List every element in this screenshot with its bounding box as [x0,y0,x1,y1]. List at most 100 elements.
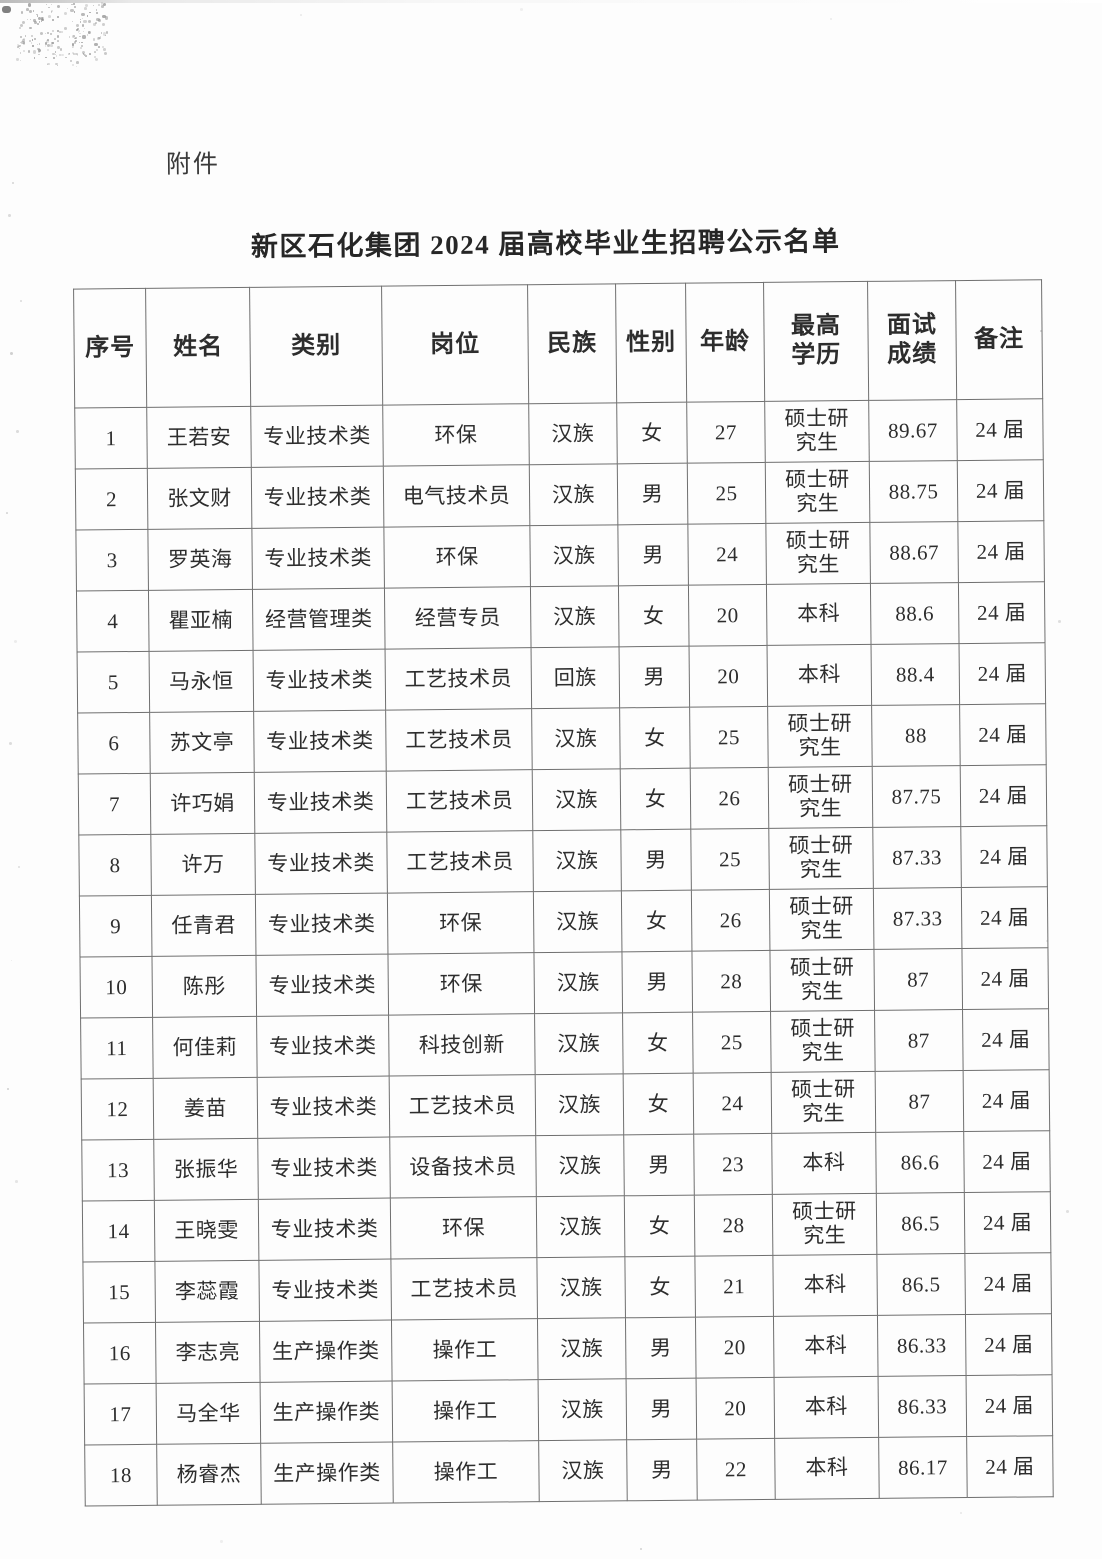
cell-age: 26 [691,889,770,952]
table-row: 3 罗英海 专业技术类 环保 汉族男 24 硕士研 究生 88.67 24 届 [75,520,1045,592]
cell-age: 26 [690,767,769,830]
cell-ethnicity: 汉族 [530,585,620,648]
cell-age: 23 [693,1133,773,1196]
cell-name: 许万 [150,833,256,896]
cell-note: 24 届 [964,1191,1051,1254]
cell-education-line: 本科 [805,1455,849,1480]
cell-category: 专业技术类 [257,1137,391,1200]
cell-gender: 女 [622,1012,694,1074]
cell-education: 硕士研 究生 [771,1071,876,1134]
table-row: 10 陈彤 专业技术类 环保 汉族男 28 硕士研 究生 87 24 届 [79,947,1049,1019]
cell-category: 专业技术类 [258,1259,392,1322]
cell-education: 本科 [766,583,872,646]
cell-education: 硕士研 究生 [765,522,871,585]
cell-score: 88.6 [870,582,960,645]
cell-name: 姜苗 [153,1077,258,1140]
cell-category: 专业技术类 [253,710,387,773]
cell-position: 工艺技术员 [389,1074,536,1138]
cell-name: 王若安 [146,406,252,469]
column-header-gender: 性别 [615,283,687,403]
cell-note: 24 届 [960,825,1048,888]
cell-note: 24 届 [963,1130,1051,1193]
cell-education-line: 本科 [802,1150,846,1175]
cell-education-line: 硕士研 [790,1016,856,1041]
cell-category: 专业技术类 [254,771,387,834]
cell-education-line: 究生 [796,491,840,516]
cell-gender: 女 [624,1195,695,1257]
cell-score: 86.5 [876,1192,965,1255]
cell-score: 88.67 [869,521,959,584]
cell-note: 24 届 [962,1008,1050,1071]
cell-score: 86.6 [875,1131,965,1194]
column-header-education: 最高 学历 [763,281,869,402]
cell-ethnicity: 汉族 [531,707,621,770]
cell-category: 专业技术类 [254,832,388,895]
column-header-line: 成绩 [887,341,938,368]
cell-education-line: 究生 [800,918,844,943]
cell-education-line: 本科 [797,601,841,626]
cell-education-line: 本科 [804,1394,848,1419]
cell-category: 专业技术类 [256,1015,390,1078]
table-row: 16 李志亮 生产操作类 操作工 汉族男 20 本科 86.33 24 届 [83,1313,1053,1385]
cell-category: 专业技术类 [253,649,386,712]
cell-gender: 男 [621,951,693,1013]
cell-education-line: 究生 [800,979,844,1004]
cell-position: 工艺技术员 [390,1257,538,1321]
cell-note: 24 届 [963,1069,1050,1132]
roster-table: 序号 姓名 类别 岗位 民族 性别 年龄 最高 学历 面试 成绩 备注 1 王若安 专业技术类 环保 汉族女 2… [73,279,1054,1507]
cell-name: 李志亮 [155,1321,261,1384]
cell-gender: 女 [620,768,691,830]
cell-index: 2 [75,468,148,531]
cell-category: 专业技术类 [251,527,385,590]
table-row: 6 苏文亭 专业技术类 工艺技术员 汉族女 25 硕士研 究生 88 24 届 [77,703,1047,775]
cell-education-line: 硕士研 [790,1077,856,1102]
cell-gender: 女 [623,1073,694,1135]
cell-note: 24 届 [959,703,1047,766]
column-header-line: 备注 [973,326,1025,353]
cell-age: 25 [687,462,766,525]
cell-ethnicity: 汉族 [532,768,621,831]
cell-position: 操作工 [392,1379,539,1443]
cell-score: 86.33 [878,1375,967,1438]
cell-index: 12 [81,1078,154,1141]
cell-ethnicity: 汉族 [535,1073,624,1136]
column-header-line: 年龄 [699,328,751,356]
cell-education-line: 硕士研 [785,467,850,492]
cell-ethnicity: 汉族 [538,1378,627,1441]
cell-category: 专业技术类 [250,405,384,468]
cell-index: 5 [77,651,150,714]
cell-education: 本科 [767,644,872,707]
column-header-position: 岗位 [381,284,529,406]
cell-education-line: 本科 [803,1272,847,1297]
cell-name: 马全华 [156,1382,261,1445]
cell-position: 工艺技术员 [385,647,532,711]
table-header-row: 序号 姓名 类别 岗位 民族 性别 年龄 最高 学历 面试 成绩 备注 [73,279,1043,409]
table-row: 8 许万 专业技术类 工艺技术员 汉族男 25 硕士研 究生 87.33 24 届 [78,825,1048,897]
cell-ethnicity: 汉族 [536,1195,625,1258]
column-header-line: 面试 [886,312,938,339]
cell-position: 工艺技术员 [386,830,534,894]
cell-education-line: 本科 [797,662,841,687]
cell-education-line: 硕士研 [789,955,855,980]
cell-note: 24 届 [960,764,1047,827]
cell-score: 87 [874,1009,964,1072]
cell-name: 杨睿杰 [156,1443,262,1506]
cell-ethnicity: 汉族 [535,1134,625,1197]
cell-age: 21 [694,1255,774,1318]
scan-top-edge-band [0,0,1102,3]
cell-education: 硕士研 究生 [769,949,875,1012]
scan-corner-mark [2,6,11,13]
cell-ethnicity: 汉族 [529,524,619,587]
cell-name: 何佳莉 [152,1016,258,1079]
column-header-line: 性别 [625,329,677,356]
cell-score: 88.4 [871,643,960,706]
cell-age: 24 [693,1072,772,1135]
cell-education-line: 本科 [804,1333,848,1358]
cell-age: 20 [689,645,768,708]
cell-ethnicity: 汉族 [528,402,618,465]
cell-position: 操作工 [392,1440,540,1504]
cell-score: 87.75 [872,765,961,828]
cell-note: 24 届 [957,459,1044,522]
cell-education: 本科 [774,1376,879,1439]
cell-score: 87 [875,1070,964,1133]
